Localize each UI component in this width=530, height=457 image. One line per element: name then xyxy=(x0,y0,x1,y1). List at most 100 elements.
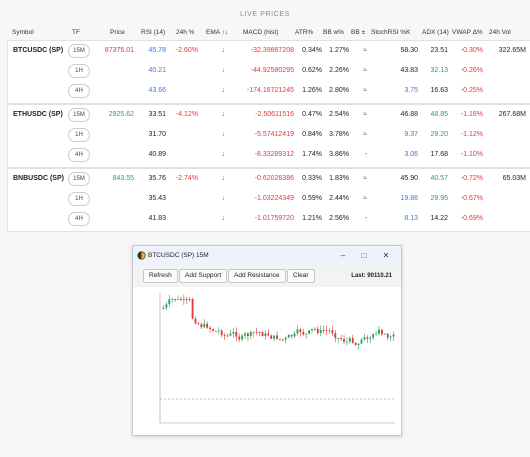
candle-body xyxy=(375,333,378,335)
ema-arrow: ↓ xyxy=(221,195,226,202)
table-row[interactable]: BTCUSDC (SP) 15M 87375.01 45.78 -2.60% ↓… xyxy=(8,41,530,62)
table-row[interactable]: BNBUSDC (SP) 15M 843.55 35.76 -2.74% ↓ -… xyxy=(8,169,530,190)
candle-body xyxy=(313,328,316,330)
atr-cell: 0.59% xyxy=(302,195,322,202)
candle-body xyxy=(258,331,261,333)
refresh-button[interactable]: Refresh xyxy=(143,269,178,283)
table-row[interactable]: 1H 31.70 ↓ -5.57412419 0.84% 3.78% ≈ 9.3… xyxy=(8,125,530,146)
ema-arrow: ↓ xyxy=(221,151,226,158)
candle-body xyxy=(386,333,389,338)
col-bbpm[interactable]: BB ± xyxy=(351,29,366,36)
stoch-cell: 3.75 xyxy=(404,87,418,94)
stoch-cell: 8.13 xyxy=(404,215,418,222)
adx-cell: 40.57 xyxy=(430,175,448,182)
bbpm-cell: ≈ xyxy=(363,67,367,74)
tf-button[interactable]: 15M xyxy=(68,172,90,186)
window-title: BTCUSDC (SP) 15M xyxy=(148,252,209,259)
candle-body xyxy=(226,335,229,337)
tf-button[interactable]: 4H xyxy=(68,212,90,226)
col-adx[interactable]: ADX (14) xyxy=(422,29,449,36)
macd-cell: -1.03224349 xyxy=(254,195,294,202)
col-price[interactable]: Price xyxy=(110,29,125,36)
page-title: LIVE PRICES xyxy=(240,11,290,18)
maximize-icon[interactable]: □ xyxy=(361,251,367,260)
candle-body xyxy=(383,333,386,335)
table-row[interactable]: ETHUSDC (SP) 15M 2925.62 33.51 -4.12% ↓ … xyxy=(8,105,530,126)
tf-button[interactable]: 1H xyxy=(68,128,90,142)
tf-button[interactable]: 4H xyxy=(68,84,90,98)
candle-body xyxy=(255,331,258,333)
table-row[interactable]: 4H 40.89 ↓ -8.33289312 1.74% 3.86% - 3.0… xyxy=(8,145,530,166)
tf-button[interactable]: 1H xyxy=(68,192,90,206)
col-vwap[interactable]: VWAP Δ% xyxy=(452,29,483,36)
candle-body xyxy=(261,332,264,337)
col-vol[interactable]: 24h Vol xyxy=(489,29,511,36)
candle-body xyxy=(378,329,380,334)
vwap-cell: -1.12% xyxy=(460,131,483,138)
vol-cell: 322.65M xyxy=(498,47,526,54)
col-ema[interactable]: EMA ↑↓ xyxy=(206,29,229,36)
table-row[interactable]: 1H 35.43 ↓ -1.03224349 0.59% 2.44% ≈ 19.… xyxy=(8,189,530,210)
bbpm-cell: - xyxy=(364,215,367,222)
macd-cell: -1.01759720 xyxy=(254,215,294,222)
candle-body xyxy=(363,337,366,340)
col-bbw[interactable]: BB w% xyxy=(323,29,344,36)
candle-body xyxy=(188,299,191,300)
add-support-button[interactable]: Add Support xyxy=(179,269,228,283)
col-macd[interactable]: MACD (hist) xyxy=(243,29,279,36)
candle-body xyxy=(252,331,255,333)
candle-body xyxy=(302,332,305,335)
vol-cell: 65.03M xyxy=(502,175,526,182)
candle-body xyxy=(369,337,372,339)
candle-body xyxy=(171,299,174,300)
candle-body xyxy=(322,330,325,331)
candle-body xyxy=(174,299,177,300)
candle-body xyxy=(200,324,203,328)
adx-cell: 14.22 xyxy=(430,215,448,222)
vwap-cell: -0.26% xyxy=(460,67,483,74)
candle-body xyxy=(311,328,313,331)
tf-button[interactable]: 15M xyxy=(68,108,90,122)
bbpm-cell: ≈ xyxy=(363,175,367,182)
bbpm-cell: ≈ xyxy=(363,111,367,118)
col-symbol[interactable]: Symbol xyxy=(12,29,34,36)
adx-cell: 16.63 xyxy=(430,87,448,94)
close-icon[interactable]: ✕ xyxy=(382,251,390,260)
change-cell: -4.12% xyxy=(175,111,198,118)
rsi-cell: 40.21 xyxy=(148,67,166,74)
macd-cell: -0.62026386 xyxy=(254,175,294,182)
candle-body xyxy=(351,338,354,343)
clear-button[interactable]: Clear xyxy=(287,269,315,283)
candle-body xyxy=(179,299,182,300)
col-tf[interactable]: TF xyxy=(72,29,80,36)
app-icon xyxy=(137,251,146,260)
bbw-cell: 2.26% xyxy=(329,67,349,74)
tf-button[interactable]: 4H xyxy=(68,148,90,162)
candle-body xyxy=(287,334,290,338)
price-cell: 2925.62 xyxy=(108,111,134,118)
col-24h[interactable]: 24h % xyxy=(176,29,195,36)
table-row[interactable]: 4H 41.83 ↓ -1.01759720 1.21% 2.56% - 8.1… xyxy=(8,209,530,230)
tf-button[interactable]: 1H xyxy=(68,64,90,78)
candle-body xyxy=(334,333,337,339)
col-atr[interactable]: ATR% xyxy=(295,29,314,36)
rsi-cell: 43.66 xyxy=(148,87,166,94)
candle-body xyxy=(366,337,369,339)
tf-button[interactable]: 15M xyxy=(68,44,90,58)
table-row[interactable]: 1H 40.21 ↓ -44.92580295 0.62% 2.26% ≈ 43… xyxy=(8,61,530,82)
window-titlebar[interactable]: BTCUSDC (SP) 15M – □ ✕ xyxy=(133,246,401,265)
col-rsi[interactable]: RSI (14) xyxy=(141,29,166,36)
table-row[interactable]: 4H 43.66 ↓ -174.16721245 1.26% 2.80% ≈ 3… xyxy=(8,81,530,102)
add-resistance-button[interactable]: Add Resistance xyxy=(228,269,286,283)
minimize-icon[interactable]: – xyxy=(340,251,346,260)
atr-cell: 0.34% xyxy=(302,47,322,54)
col-stochrsi[interactable]: StochRSI %K xyxy=(371,29,411,36)
candle-body xyxy=(241,335,244,340)
macd-cell: -8.33289312 xyxy=(254,151,294,158)
change-cell: -2.60% xyxy=(175,47,198,54)
ema-arrow: ↓ xyxy=(221,87,226,94)
candle-body xyxy=(328,330,331,332)
atr-cell: 0.84% xyxy=(302,131,322,138)
candle-body xyxy=(165,304,168,308)
candle-body xyxy=(238,336,241,340)
